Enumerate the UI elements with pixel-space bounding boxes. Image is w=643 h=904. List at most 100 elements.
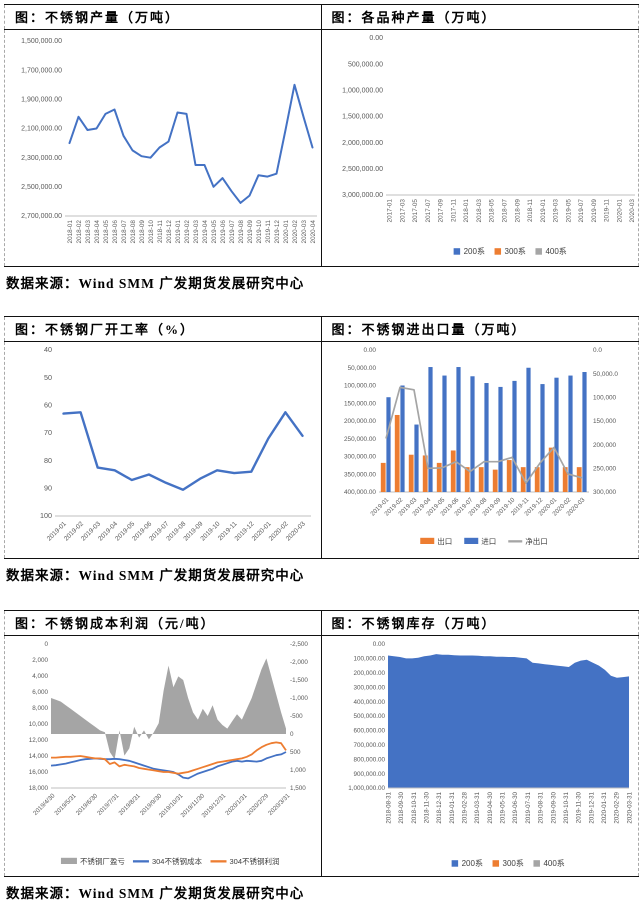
svg-text:2019-09-30: 2019-09-30 xyxy=(550,791,557,823)
svg-text:2018-06: 2018-06 xyxy=(112,220,119,244)
svg-text:4,000: 4,000 xyxy=(32,673,48,680)
stainless-production-svg: 2,700,000.00 2,500,000.00 2,300,000.00 2,10… xyxy=(21,38,317,244)
svg-text:2018-10-31: 2018-10-31 xyxy=(410,791,417,823)
svg-text:3,000,000.00: 3,000,000.00 xyxy=(342,192,383,199)
svg-text:2019-12: 2019-12 xyxy=(274,220,281,244)
svg-text:2018-11: 2018-11 xyxy=(157,220,164,243)
svg-text:1,000,000.00: 1,000,000.00 xyxy=(342,88,383,95)
svg-text:400,000.00: 400,000.00 xyxy=(353,699,385,706)
svg-text:18,000: 18,000 xyxy=(29,785,49,792)
chart-inventory: 1,000,000.00 900,000.00 800,000.00 700,000.… xyxy=(321,636,639,876)
svg-text:2019-07: 2019-07 xyxy=(578,199,585,223)
svg-text:2018-01: 2018-01 xyxy=(67,220,74,244)
svg-text:2018-09-30: 2018-09-30 xyxy=(398,791,405,823)
svg-text:100,000.00: 100,000.00 xyxy=(344,383,376,390)
chart-import-export: 400,000.00 350,000.00 300,000.00 250,000.00… xyxy=(321,342,639,558)
svg-text:14,000: 14,000 xyxy=(29,753,49,760)
data-source-caption-1: 数据来源：Wind SMM 广发期货发展研究中心 xyxy=(6,276,305,291)
svg-text:800,000.00: 800,000.00 xyxy=(353,756,385,763)
svg-text:2018-07: 2018-07 xyxy=(501,199,508,223)
svg-text:300系: 300系 xyxy=(502,858,523,868)
svg-text:2020/3/31: 2020/3/31 xyxy=(267,792,292,817)
svg-text:净出口: 净出口 xyxy=(525,536,548,546)
svg-text:2019/8/31: 2019/8/31 xyxy=(117,792,142,817)
svg-text:2019-03-31: 2019-03-31 xyxy=(474,791,481,823)
svg-text:2019-12-31: 2019-12-31 xyxy=(588,791,595,823)
svg-text:50: 50 xyxy=(44,373,52,382)
svg-text:1,700,000.00: 1,700,000.00 xyxy=(21,67,62,74)
svg-text:2019-08-31: 2019-08-31 xyxy=(537,791,544,823)
svg-text:2018-09: 2018-09 xyxy=(514,199,521,223)
chart-production: 2,700,000.00 2,500,000.00 2,300,000.00 2,10… xyxy=(4,30,322,266)
svg-text:2018-12-31: 2018-12-31 xyxy=(436,791,443,823)
svg-text:2017-01: 2017-01 xyxy=(386,199,393,223)
svg-text:2019-01: 2019-01 xyxy=(539,199,546,223)
svg-text:2019-11-30: 2019-11-30 xyxy=(575,791,582,823)
svg-text:100,000: 100,000 xyxy=(593,395,617,402)
svg-text:600,000.00: 600,000.00 xyxy=(353,728,385,735)
chart-block-rate-trade: 图：不锈钢厂开工率（%） 图：不锈钢进出口量（万吨） 100 90 80 70 60 50… xyxy=(4,316,639,559)
svg-text:2020-01-31: 2020-01-31 xyxy=(601,791,608,823)
inventory-svg: 1,000,000.00 900,000.00 800,000.00 700,000.… xyxy=(348,641,633,868)
spacer xyxy=(4,586,639,610)
svg-text:2019/5/31: 2019/5/31 xyxy=(53,792,78,817)
svg-text:-2,000: -2,000 xyxy=(290,659,308,666)
svg-text:10,000: 10,000 xyxy=(29,721,49,728)
svg-text:2018-11: 2018-11 xyxy=(527,199,534,222)
svg-text:200,000.00: 200,000.00 xyxy=(344,418,376,425)
svg-text:2,500,000.00: 2,500,000.00 xyxy=(342,166,383,173)
svg-text:2019-01: 2019-01 xyxy=(175,220,182,244)
svg-text:2020-01: 2020-01 xyxy=(283,220,290,244)
svg-text:2,000,000.00: 2,000,000.00 xyxy=(342,140,383,147)
svg-text:350,000.00: 350,000.00 xyxy=(344,471,376,478)
svg-text:300,000.00: 300,000.00 xyxy=(353,684,385,691)
svg-text:2018-07: 2018-07 xyxy=(121,220,128,244)
svg-text:304不锈钢利润: 304不锈钢利润 xyxy=(230,856,280,866)
svg-text:2018-03: 2018-03 xyxy=(475,199,482,223)
svg-text:-500: -500 xyxy=(290,713,303,720)
svg-text:2020-01: 2020-01 xyxy=(616,199,623,223)
svg-text:500,000.00: 500,000.00 xyxy=(347,61,382,68)
svg-text:6,000: 6,000 xyxy=(32,689,48,696)
svg-text:2019-02-28: 2019-02-28 xyxy=(461,791,468,823)
chart-title-production: 图：不锈钢产量（万吨） xyxy=(4,5,322,29)
svg-text:400,000.00: 400,000.00 xyxy=(344,489,376,496)
svg-text:2020-02: 2020-02 xyxy=(292,220,299,244)
svg-text:不锈钢厂盈亏: 不锈钢厂盈亏 xyxy=(80,856,125,866)
svg-text:100,000.00: 100,000.00 xyxy=(353,656,385,663)
svg-text:40: 40 xyxy=(44,345,52,354)
svg-text:2018-08-31: 2018-08-31 xyxy=(385,791,392,823)
svg-text:300,000.00: 300,000.00 xyxy=(344,454,376,461)
svg-text:0.00: 0.00 xyxy=(372,641,385,648)
cost-profit-svg: 18,000 16,000 14,000 12,000 10,000 8,000 6,000… xyxy=(29,641,309,866)
svg-text:2018-12: 2018-12 xyxy=(166,220,173,244)
variety-production-svg: 3,000,000.00 2,500,000.00 2,000,000.00 1,50… xyxy=(342,35,636,256)
svg-text:0: 0 xyxy=(290,731,294,738)
spacer xyxy=(4,294,639,316)
svg-text:2018-10: 2018-10 xyxy=(148,220,155,244)
svg-text:2019-08: 2019-08 xyxy=(238,220,245,244)
svg-text:90: 90 xyxy=(44,484,52,493)
svg-text:2017-07: 2017-07 xyxy=(424,199,431,223)
svg-text:200系: 200系 xyxy=(463,246,484,256)
chart-title-variety-production: 图：各品种产量（万吨） xyxy=(322,5,639,29)
chart-cost-profit: 18,000 16,000 14,000 12,000 10,000 8,000 6,000… xyxy=(4,636,322,876)
svg-text:2020-04: 2020-04 xyxy=(310,220,317,244)
svg-text:2020/2/29: 2020/2/29 xyxy=(246,792,271,817)
operating-rate-svg: 1009080706050402019-012019-022019-032019… xyxy=(40,345,311,543)
svg-text:2018-05: 2018-05 xyxy=(488,199,495,223)
svg-text:2019/4/30: 2019/4/30 xyxy=(32,792,57,817)
svg-text:2020-03-31: 2020-03-31 xyxy=(626,791,633,823)
svg-text:2019/6/30: 2019/6/30 xyxy=(75,792,100,817)
svg-text:300系: 300系 xyxy=(504,246,525,256)
svg-text:2019-06: 2019-06 xyxy=(220,220,227,244)
svg-text:2019-10: 2019-10 xyxy=(256,220,263,244)
svg-text:250,000.00: 250,000.00 xyxy=(344,436,376,443)
svg-text:2019-09: 2019-09 xyxy=(590,199,597,223)
svg-text:150,000: 150,000 xyxy=(593,418,617,425)
svg-text:2,500,000.00: 2,500,000.00 xyxy=(21,184,62,191)
svg-text:2,300,000.00: 2,300,000.00 xyxy=(21,155,62,162)
svg-text:-2,500: -2,500 xyxy=(290,641,308,648)
svg-text:2019-07-31: 2019-07-31 xyxy=(524,791,531,823)
chart-operating-rate: 100 90 80 70 60 50 40 2019-01 2019-02 2019-03 2019… xyxy=(4,342,322,558)
